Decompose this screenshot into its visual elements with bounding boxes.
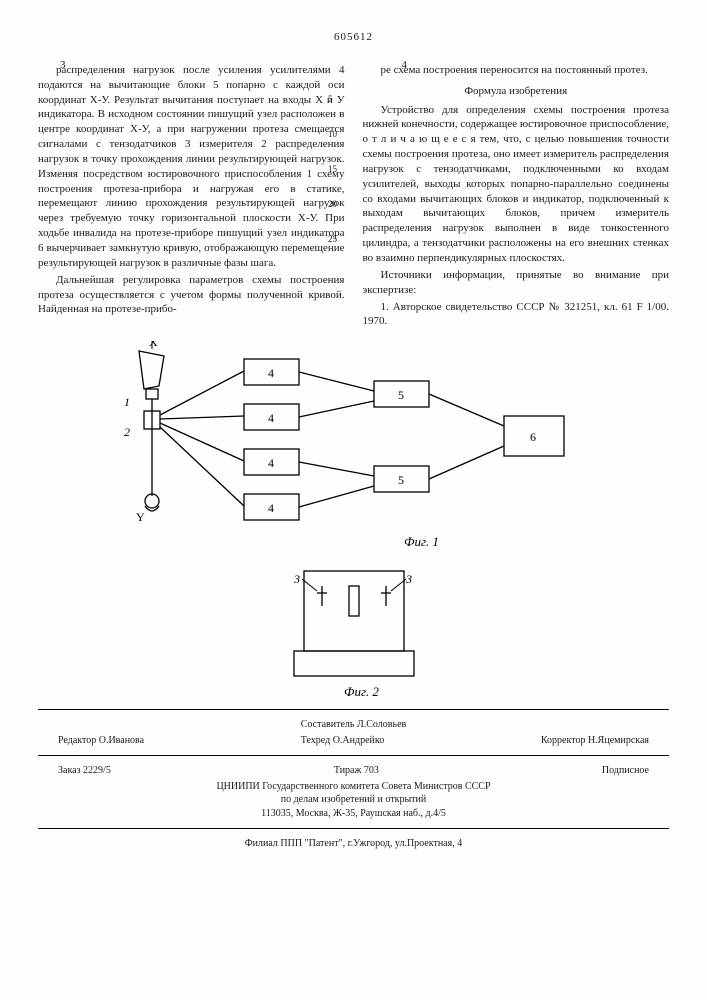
- box-4: 4: [268, 501, 274, 515]
- order-num: Заказ 2229/5: [58, 764, 111, 778]
- sources-title: Источники информации, принятые во вниман…: [363, 268, 670, 298]
- line-number-marks: 5 10 15 20 25: [328, 95, 337, 270]
- compiler-name: Л.Соловьев: [357, 719, 406, 730]
- address1: 113035, Москва, Ж-35, Раушская наб., д.4…: [38, 807, 669, 821]
- divider: [38, 755, 669, 756]
- line-mark: 5: [328, 95, 337, 104]
- line-mark: 15: [328, 165, 337, 174]
- box-4: 4: [268, 456, 274, 470]
- footer: Составитель Л.Соловьев Редактор О.Иванов…: [38, 718, 669, 851]
- document-number: 605612: [38, 30, 669, 45]
- box-4: 4: [268, 366, 274, 380]
- label-1: 1: [124, 395, 130, 409]
- paragraph: распределения нагрузок после усиления ус…: [38, 63, 345, 271]
- fig1-label: Фиг. 1: [404, 534, 439, 549]
- source-item: 1. Авторское свидетельство СССР № 321251…: [363, 300, 670, 330]
- box-5: 5: [398, 473, 404, 487]
- org-line2: по делам изобретений и открытий: [38, 793, 669, 807]
- fig2-label: Фиг. 2: [344, 684, 379, 699]
- right-column: ре схема построения переносится на посто…: [363, 63, 670, 331]
- label-2: 2: [124, 425, 130, 439]
- fig2-label-3l: 3: [293, 572, 300, 586]
- divider: [38, 828, 669, 829]
- page-number-left: 3: [60, 58, 66, 73]
- line-mark: 25: [328, 235, 337, 244]
- figure-2: 3 3 Фиг. 2: [254, 561, 454, 701]
- box-6: 6: [530, 430, 536, 444]
- address2: Филиал ППП "Патент", г.Ужгород, ул.Проек…: [38, 837, 669, 851]
- text-columns: распределения нагрузок после усиления ус…: [38, 63, 669, 331]
- compiler-row: Составитель Л.Соловьев: [38, 718, 669, 732]
- order-row: Заказ 2229/5 Тираж 703 Подписное: [38, 764, 669, 778]
- left-column: распределения нагрузок после усиления ус…: [38, 63, 345, 331]
- techred: Техред О.Андрейко: [301, 734, 384, 748]
- paragraph: ре схема построения переносится на посто…: [363, 63, 670, 78]
- credits-row: Редактор О.Иванова Техред О.Андрейко Кор…: [38, 734, 669, 748]
- subscription: Подписное: [602, 764, 649, 778]
- box-4: 4: [268, 411, 274, 425]
- page: 605612 3 4 5 10 15 20 25 распределения н…: [0, 0, 707, 1000]
- figures-area: X Y 1 2 4 4 4 4 5 5 6 Фиг. 1: [38, 341, 669, 701]
- tirage: Тираж 703: [334, 764, 379, 778]
- editor: Редактор О.Иванова: [58, 734, 144, 748]
- axis-y-label: Y: [136, 510, 145, 524]
- figure-1: X Y 1 2 4 4 4 4 5 5 6 Фиг. 1: [94, 341, 614, 561]
- divider: [38, 709, 669, 710]
- paragraph: Дальнейшая регулировка параметров схемы …: [38, 273, 345, 318]
- axis-x-label: X: [149, 341, 158, 349]
- corrector: Корректор Н.Яцемирская: [541, 734, 649, 748]
- box-5: 5: [398, 388, 404, 402]
- formula-title: Формула изобретения: [363, 84, 670, 99]
- line-mark: 10: [328, 130, 337, 139]
- org-line1: ЦНИИПИ Государственного комитета Совета …: [38, 780, 669, 794]
- line-mark: 20: [328, 200, 337, 209]
- fig2-label-3r: 3: [405, 572, 412, 586]
- paragraph: Устройство для определения схемы построе…: [363, 103, 670, 266]
- compiler-label: Составитель: [301, 719, 355, 730]
- page-number-right: 4: [402, 58, 408, 73]
